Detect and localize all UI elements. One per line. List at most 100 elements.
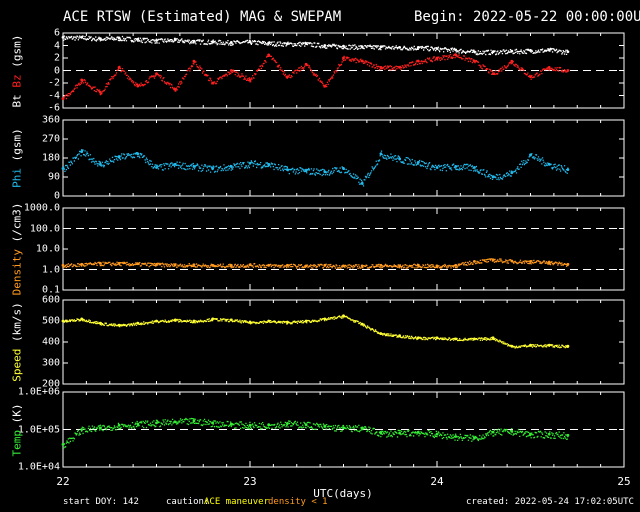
- data-point-phi: [80, 150, 84, 154]
- data-point-speed: [566, 344, 570, 348]
- data-point-density: [342, 264, 345, 268]
- data-point-bt: [61, 35, 65, 39]
- start-doy: start DOY: 142: [63, 497, 139, 507]
- data-point-temp: [61, 443, 65, 446]
- data-point-bz: [416, 59, 420, 63]
- data-point-bt: [211, 40, 215, 44]
- begin-time: Begin: 2022-05-22 00:00:00UTC: [414, 9, 640, 25]
- data-point-bt: [286, 42, 289, 46]
- y-tick-label: 0.1: [41, 284, 60, 296]
- data-point-bt: [267, 41, 271, 45]
- data-point-temp: [286, 422, 289, 425]
- series-scatter-bt: [63, 35, 569, 56]
- y-tick-label: 1.0E+04: [17, 461, 60, 473]
- data-point-phi: [491, 175, 495, 179]
- data-point-temp: [155, 421, 158, 425]
- y-tick-label: -4: [47, 90, 60, 101]
- data-point-speed: [267, 319, 271, 323]
- y-axis-label-part: Bz: [10, 73, 24, 94]
- data-point-bt: [304, 42, 308, 46]
- data-point-bz: [323, 84, 327, 88]
- data-point-temp: [229, 422, 233, 426]
- caution-maneuver: ACE maneuver: [204, 497, 270, 507]
- data-point-bt: [566, 50, 570, 54]
- y-tick-label: 10.0: [35, 243, 60, 255]
- data-point-temp: [454, 435, 458, 438]
- data-point-density: [491, 258, 495, 262]
- data-point-speed: [342, 314, 345, 318]
- y-tick-label: -6: [47, 102, 60, 114]
- data-point-bt: [248, 40, 252, 44]
- data-point-speed: [61, 319, 65, 323]
- data-point-phi: [454, 165, 458, 168]
- data-point-density: [173, 263, 177, 267]
- panel-frame: [62, 119, 625, 197]
- data-point-speed: [454, 337, 458, 341]
- data-point-density: [304, 264, 308, 268]
- x-tick-label: 25: [617, 475, 631, 488]
- data-point-bz: [304, 62, 308, 66]
- data-point-temp: [398, 431, 401, 435]
- data-point-temp: [304, 423, 308, 427]
- data-point-bt: [155, 39, 158, 42]
- data-point-temp: [435, 432, 439, 436]
- data-point-speed: [435, 336, 439, 340]
- data-point-density: [155, 262, 158, 266]
- data-point-phi: [566, 168, 570, 172]
- data-point-speed: [473, 337, 476, 341]
- data-point-speed: [323, 317, 327, 321]
- data-point-temp: [80, 428, 84, 431]
- data-point-temp: [342, 426, 345, 430]
- data-point-density: [192, 263, 196, 267]
- data-point-phi: [529, 153, 532, 157]
- caution-density: density < 1: [268, 497, 328, 507]
- panel-frame: [62, 299, 625, 385]
- data-point-phi: [192, 165, 196, 168]
- data-point-bz: [229, 69, 233, 72]
- data-point-temp: [211, 421, 215, 425]
- data-point-density: [454, 263, 458, 267]
- data-point-phi: [229, 165, 233, 168]
- data-point-temp: [547, 432, 551, 436]
- data-point-density: [435, 264, 439, 268]
- data-point-speed: [398, 334, 401, 338]
- y-axis-label-part: Density: [10, 249, 24, 296]
- data-point-bz: [473, 59, 476, 63]
- data-point-phi: [416, 160, 420, 164]
- data-point-bt: [80, 35, 84, 39]
- data-point-speed: [416, 336, 420, 340]
- data-point-speed: [304, 319, 308, 323]
- y-tick-label: 600: [41, 294, 60, 306]
- data-point-bz: [342, 56, 345, 60]
- data-point-phi: [173, 162, 177, 166]
- y-tick-label: 270: [41, 133, 60, 145]
- data-point-bz: [360, 59, 364, 63]
- data-point-phi: [510, 171, 514, 175]
- data-point-phi: [342, 167, 345, 170]
- y-tick-label: 0: [53, 190, 60, 202]
- y-tick-label: 0: [53, 65, 60, 76]
- y-tick-label: 360: [41, 114, 60, 126]
- data-point-temp: [192, 419, 196, 423]
- data-point-bt: [136, 37, 140, 41]
- data-point-bz: [510, 59, 514, 63]
- data-point-phi: [286, 168, 289, 172]
- data-point-temp: [267, 423, 271, 427]
- y-tick-label: 400: [41, 336, 60, 348]
- data-point-density: [360, 264, 364, 268]
- data-point-bz: [117, 65, 121, 69]
- data-point-temp: [360, 426, 364, 430]
- series-scatter-phi: [63, 149, 569, 187]
- panel-frame: [62, 207, 625, 291]
- data-point-bt: [192, 39, 196, 43]
- data-point-bt: [173, 38, 177, 42]
- y-axis-label: Density (/cm3): [11, 203, 24, 296]
- data-point-temp: [473, 436, 476, 440]
- data-point-speed: [286, 320, 289, 324]
- data-point-density: [416, 263, 420, 267]
- data-point-phi: [398, 157, 401, 161]
- data-point-bz: [192, 59, 196, 63]
- data-point-temp: [379, 431, 383, 435]
- data-point-bt: [323, 44, 327, 47]
